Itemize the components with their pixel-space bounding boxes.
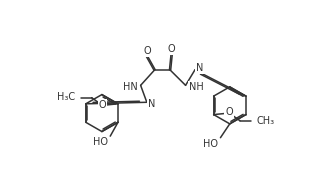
Text: N: N xyxy=(197,63,204,73)
Text: O: O xyxy=(99,100,106,110)
Text: N: N xyxy=(148,99,156,109)
Text: NH: NH xyxy=(189,82,204,92)
Text: H₃C: H₃C xyxy=(57,92,75,102)
Text: HO: HO xyxy=(93,137,108,147)
Text: O: O xyxy=(225,107,233,117)
Text: HN: HN xyxy=(123,82,137,92)
Text: HO: HO xyxy=(203,139,218,149)
Text: CH₃: CH₃ xyxy=(256,116,274,126)
Text: O: O xyxy=(168,44,175,54)
Text: O: O xyxy=(143,46,151,56)
